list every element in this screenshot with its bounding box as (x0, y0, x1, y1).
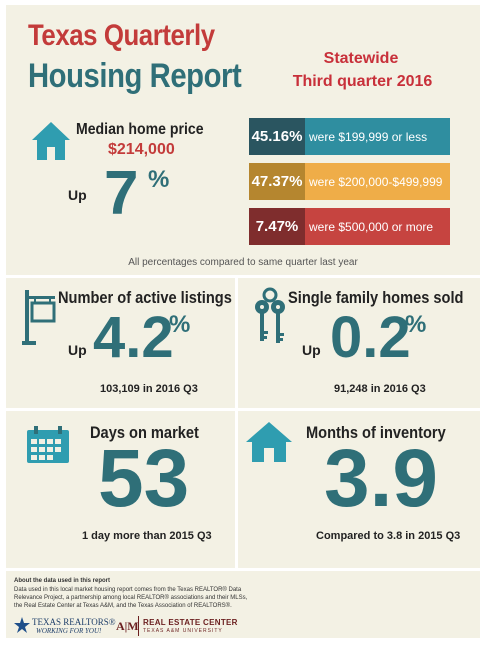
calendar-icon (26, 426, 70, 469)
compare-note: All percentages compared to same quarter… (128, 257, 358, 268)
footer-text-line2: Relevance Project, a partnership among l… (14, 595, 248, 601)
atm-logo-mark: A|M (116, 619, 139, 633)
days-on-market-value: 53 (98, 433, 190, 524)
price-band-high: 7.47% were $500,000 or more (249, 208, 450, 245)
active-listings-detail: 103,109 in 2016 Q3 (100, 383, 198, 395)
price-band-high-label: were $500,000 or more (309, 219, 434, 234)
column-divider (235, 278, 238, 568)
price-band-low: 45.16% were $199,999 or less (249, 118, 450, 155)
homes-sold-change: 0.2 (330, 305, 411, 370)
house-icon (244, 420, 294, 469)
for-sale-sign-icon (22, 288, 58, 351)
logo-separator (138, 616, 139, 636)
report-scope: Statewide (323, 50, 399, 67)
homes-sold-detail: 91,248 in 2016 Q3 (334, 383, 426, 395)
homes-sold-direction: Up (302, 342, 321, 358)
texas-realtors-name: TEXAS REALTORS® (32, 617, 116, 627)
footer-heading: About the data used in this report (14, 578, 111, 584)
median-price-change: 7 (104, 159, 139, 228)
section-divider (6, 568, 480, 571)
section-divider (6, 408, 480, 411)
report-title-line1: Texas Quarterly (28, 19, 215, 52)
report-card: Texas Quarterly Housing Report Statewide… (6, 5, 480, 638)
price-band-low-label: were $199,999 or less (309, 129, 428, 144)
house-icon (30, 120, 72, 167)
real-estate-center-name: REAL ESTATE CENTER (143, 618, 238, 627)
price-band-mid-pct: 47.37% (251, 173, 303, 190)
report-period: Third quarter 2016 (292, 73, 433, 90)
median-price-label: Median home price (76, 121, 204, 138)
texas-realtors-tagline: WORKING FOR YOU! (36, 627, 102, 635)
days-on-market-detail: 1 day more than 2015 Q3 (82, 530, 212, 542)
active-listings-pct-sign: % (169, 311, 191, 338)
active-listings-direction: Up (68, 342, 87, 358)
star-icon (14, 617, 30, 633)
footer-text-line1: Data used in this local market housing r… (14, 587, 242, 593)
price-band-high-pct: 7.47% (255, 218, 299, 235)
keys-icon (253, 287, 289, 354)
texas-realtors-logo (14, 617, 30, 638)
months-inventory-detail: Compared to 3.8 in 2015 Q3 (316, 530, 461, 542)
homes-sold-label: Single family homes sold (288, 288, 464, 307)
active-listings-change: 4.2 (93, 305, 174, 370)
price-band-mid-label: were $200,000-$499,999 (309, 174, 443, 189)
median-price-pct-sign: % (148, 166, 170, 193)
days-on-market-label: Days on market (90, 423, 199, 442)
months-inventory-label: Months of inventory (306, 423, 446, 442)
homes-sold-pct-sign: % (405, 311, 427, 338)
real-estate-center-sub: TEXAS A&M UNIVERSITY (143, 628, 223, 634)
price-band-low-pct: 45.16% (251, 128, 303, 145)
median-price-value: $214,000 (108, 141, 175, 158)
active-listings-label: Number of active listings (58, 288, 232, 307)
footer-text-line3: the Real Estate Center at Texas A&M, and… (14, 603, 232, 609)
report-title-line2: Housing Report (28, 57, 242, 95)
months-inventory-value: 3.9 (324, 433, 438, 524)
median-price-direction: Up (68, 187, 87, 203)
price-band-mid: 47.37% were $200,000-$499,999 (249, 163, 450, 200)
section-divider (6, 275, 480, 278)
